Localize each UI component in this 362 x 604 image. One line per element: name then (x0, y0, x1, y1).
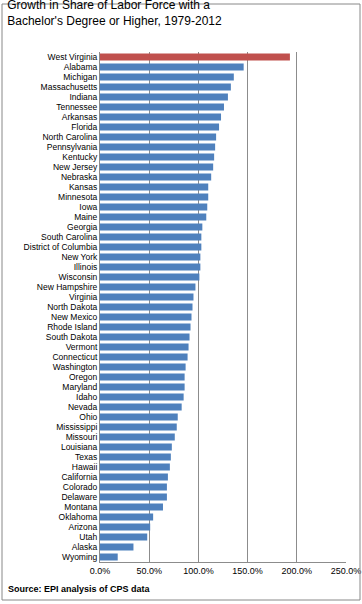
svg-text:Massachusetts: Massachusetts (41, 82, 98, 92)
svg-text:Vermont: Vermont (66, 342, 98, 352)
svg-text:Maryland: Maryland (62, 382, 97, 392)
svg-text:Idaho: Idaho (76, 392, 98, 402)
svg-text:New York: New York (61, 252, 98, 262)
svg-text:New Jersey: New Jersey (53, 162, 98, 172)
svg-text:Alabama: Alabama (64, 62, 98, 72)
svg-text:Alaska: Alaska (72, 542, 98, 552)
svg-text:South Dakota: South Dakota (46, 332, 98, 342)
svg-text:150.0%: 150.0% (232, 566, 263, 576)
svg-text:Utah: Utah (79, 532, 97, 542)
svg-text:New Mexico: New Mexico (51, 312, 98, 322)
svg-text:Connecticut: Connecticut (52, 352, 98, 362)
svg-text:Georgia: Georgia (67, 222, 98, 232)
svg-text:Nebraska: Nebraska (61, 172, 98, 182)
svg-text:Iowa: Iowa (79, 202, 97, 212)
svg-text:Pennsylvania: Pennsylvania (47, 142, 98, 152)
svg-text:Ohio: Ohio (79, 412, 97, 422)
svg-text:North Dakota: North Dakota (47, 302, 97, 312)
svg-text:Michigan: Michigan (63, 72, 97, 82)
svg-text:Oklahoma: Oklahoma (59, 512, 98, 522)
svg-text:Delaware: Delaware (61, 492, 97, 502)
svg-text:50.0%: 50.0% (136, 566, 162, 576)
svg-text:0.0%: 0.0% (90, 566, 111, 576)
svg-text:New Hampshire: New Hampshire (37, 282, 98, 292)
svg-text:100.0%: 100.0% (183, 566, 214, 576)
svg-text:Texas: Texas (75, 452, 97, 462)
svg-text:Maine: Maine (74, 212, 97, 222)
svg-text:Washington: Washington (53, 362, 98, 372)
svg-text:District of Columbia: District of Columbia (24, 242, 98, 252)
svg-text:Wisconsin: Wisconsin (59, 272, 98, 282)
svg-text:Oregon: Oregon (69, 372, 98, 382)
svg-text:Wyoming: Wyoming (62, 552, 98, 562)
svg-text:Florida: Florida (71, 122, 97, 132)
svg-text:Kansas: Kansas (69, 182, 97, 192)
svg-text:Illinois: Illinois (74, 262, 98, 272)
svg-text:Louisiana: Louisiana (61, 442, 98, 452)
svg-text:Source: EPI analysis of CPS da: Source: EPI analysis of CPS data (8, 584, 151, 594)
svg-text:Minnesota: Minnesota (58, 192, 97, 202)
svg-text:North Carolina: North Carolina (42, 132, 97, 142)
svg-text:Arkansas: Arkansas (62, 112, 97, 122)
svg-text:Tennessee: Tennessee (56, 102, 97, 112)
svg-text:Kentucky: Kentucky (62, 152, 98, 162)
svg-text:Hawaii: Hawaii (72, 462, 98, 472)
svg-text:Colorado: Colorado (63, 482, 98, 492)
svg-text:Mississippi: Mississippi (56, 422, 97, 432)
svg-text:200.0%: 200.0% (282, 566, 313, 576)
svg-text:Virginia: Virginia (69, 292, 97, 302)
svg-text:Montana: Montana (64, 502, 97, 512)
svg-text:Indiana: Indiana (69, 92, 97, 102)
svg-text:Growth in Share of Labor Force: Growth in Share of Labor Force with aBac… (7, 0, 222, 28)
svg-text:California: California (61, 472, 97, 482)
svg-text:Missouri: Missouri (66, 432, 98, 442)
svg-text:250.0%: 250.0% (331, 566, 362, 576)
svg-text:South Carolina: South Carolina (41, 232, 98, 242)
svg-text:Arizona: Arizona (68, 522, 97, 532)
svg-text:Rhode Island: Rhode Island (47, 322, 97, 332)
svg-text:Nevada: Nevada (68, 402, 98, 412)
svg-text:West Virginia: West Virginia (48, 52, 98, 62)
